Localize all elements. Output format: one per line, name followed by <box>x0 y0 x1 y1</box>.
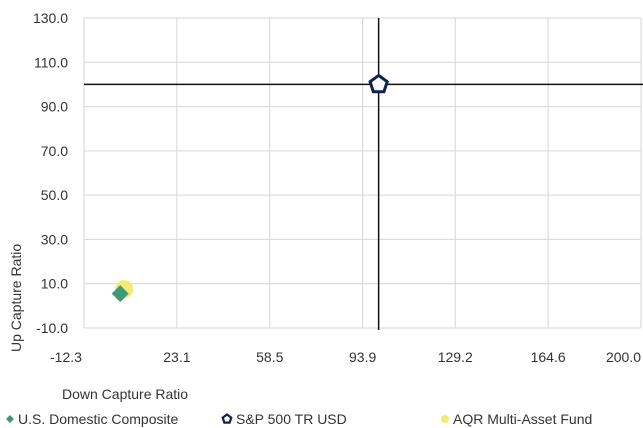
x-tick-label: 200.0 <box>606 349 641 365</box>
x-tick-label: 93.9 <box>349 349 376 365</box>
legend-marker <box>6 415 14 423</box>
data-point <box>368 73 389 94</box>
y-tick-label: 10.0 <box>41 276 68 292</box>
y-tick-label: 90.0 <box>41 99 68 115</box>
grid <box>83 17 642 329</box>
y-tick-label: 50.0 <box>41 187 68 203</box>
data-point <box>111 285 129 303</box>
x-tick-label: 129.2 <box>438 349 473 365</box>
x-tick-label: -12.3 <box>50 349 82 365</box>
x-axis-title: Down Capture Ratio <box>62 386 188 402</box>
x-tick-label: 58.5 <box>256 349 283 365</box>
reference-lines <box>84 18 643 330</box>
legend-label: U.S. Domestic Composite <box>18 411 178 427</box>
legend-label: AQR Multi-Asset Fund <box>453 411 592 427</box>
y-axis-title: Up Capture Ratio <box>8 244 24 352</box>
legend-marker <box>221 413 233 424</box>
y-axis-ticks: 130.0 110.0 90.0 70.0 50.0 30.0 10.0 -10.0 <box>33 10 68 336</box>
data-points <box>111 73 389 303</box>
legend-label: S&P 500 TR USD <box>236 411 347 427</box>
x-axis-ticks: -12.3 23.1 58.5 93.9 129.2 164.6 200.0 <box>50 349 641 365</box>
y-tick-label: 70.0 <box>41 143 68 159</box>
x-tick-label: 164.6 <box>531 349 566 365</box>
y-tick-label: 110.0 <box>34 54 68 70</box>
x-tick-label: 23.1 <box>163 349 190 365</box>
y-tick-label: 130.0 <box>33 10 68 26</box>
y-tick-label: -10.0 <box>36 320 68 336</box>
legend: U.S. Domestic Composite S&P 500 TR USD AQR… <box>6 411 592 427</box>
y-tick-label: 30.0 <box>41 231 68 247</box>
legend-marker <box>441 415 449 423</box>
